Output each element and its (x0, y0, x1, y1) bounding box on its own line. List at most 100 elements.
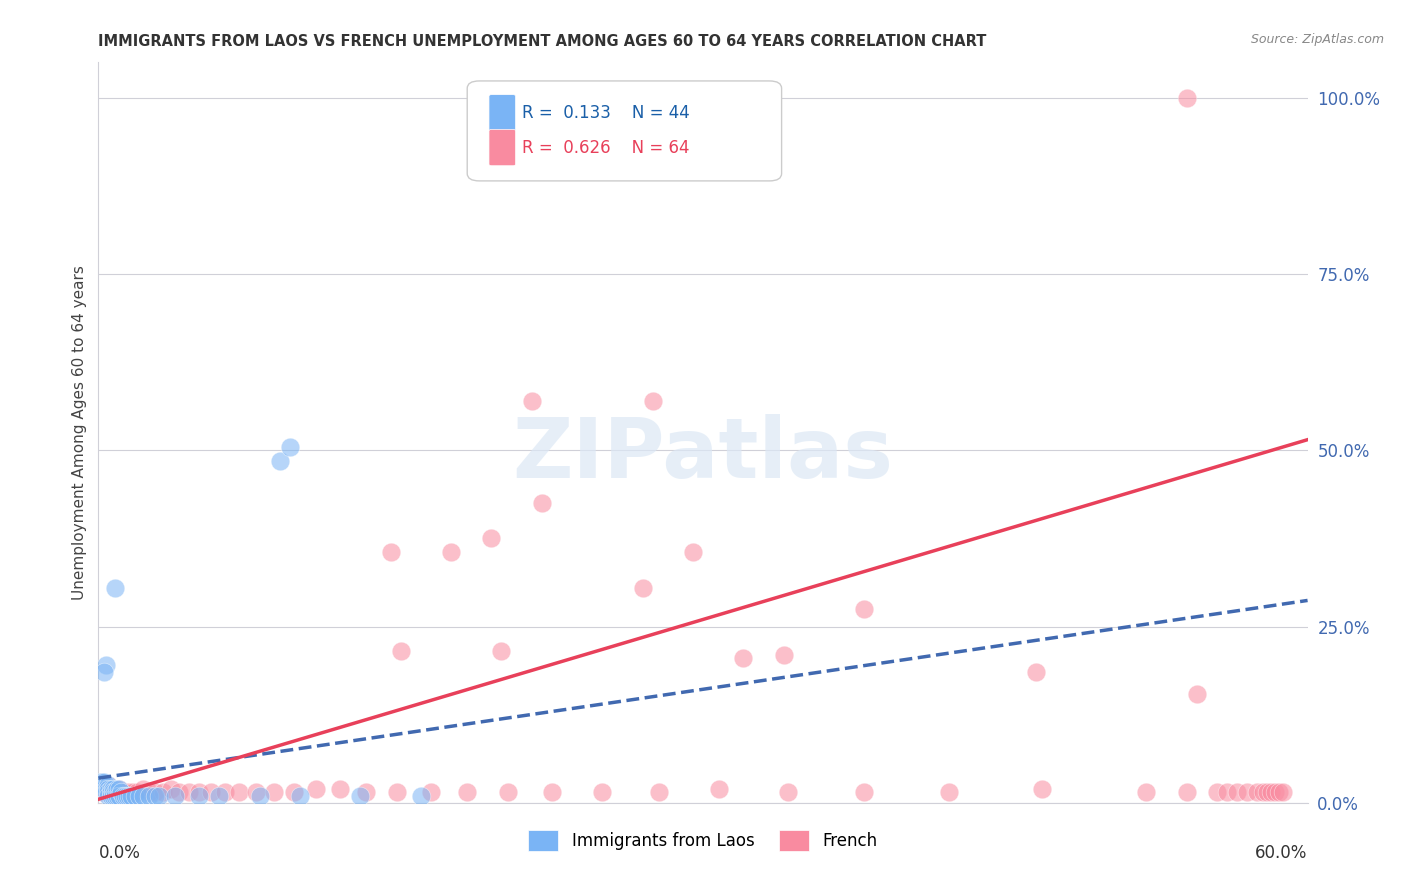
Point (138, 789, 160, 803)
Point (380, 545, 402, 559)
Text: R =  0.626    N = 64: R = 0.626 N = 64 (522, 138, 689, 157)
Point (409, 789, 432, 803)
Point (97, 778, 120, 792)
Point (110, 785, 132, 799)
Point (96, 781, 118, 796)
Point (93, 778, 115, 792)
Point (283, 785, 305, 799)
Point (93, 778, 115, 792)
Point (96, 785, 118, 799)
Point (349, 789, 371, 803)
Point (91, 785, 114, 799)
Point (105, 789, 128, 803)
FancyBboxPatch shape (467, 81, 782, 181)
Point (1175, 785, 1198, 799)
Point (91, 778, 114, 792)
Point (120, 789, 142, 803)
Point (641, 393, 664, 408)
Point (110, 785, 132, 799)
Point (179, 785, 201, 799)
Point (107, 781, 129, 796)
Point (1251, 785, 1274, 799)
Point (1268, 785, 1291, 799)
Point (121, 785, 143, 799)
Point (114, 785, 136, 799)
Point (97, 789, 120, 803)
Point (1135, 785, 1157, 799)
Point (1031, 781, 1053, 796)
Point (96, 658, 118, 673)
Point (356, 785, 378, 799)
Point (96, 781, 118, 796)
Point (682, 545, 704, 559)
Point (100, 785, 122, 799)
Point (96, 778, 118, 792)
Point (97, 785, 120, 799)
Point (496, 785, 519, 799)
Text: 0.0%: 0.0% (98, 845, 141, 863)
Point (228, 785, 250, 799)
Point (288, 789, 311, 803)
Point (772, 648, 794, 662)
Text: ZIPatlas: ZIPatlas (513, 414, 893, 495)
Point (481, 532, 503, 546)
Text: 60.0%: 60.0% (1256, 845, 1308, 863)
Point (1175, 91, 1198, 105)
Point (125, 785, 148, 799)
Point (128, 789, 150, 803)
Point (1206, 785, 1229, 799)
Point (107, 781, 129, 796)
Point (101, 789, 124, 803)
Point (1256, 785, 1278, 799)
Point (118, 785, 141, 799)
Point (1236, 785, 1258, 799)
Point (97, 785, 120, 799)
Point (540, 785, 562, 799)
Point (100, 781, 122, 796)
Point (188, 785, 211, 799)
Point (97, 778, 120, 792)
Point (103, 789, 125, 803)
Point (115, 789, 138, 803)
Point (853, 602, 876, 616)
Point (1272, 785, 1295, 799)
Point (1216, 785, 1239, 799)
Point (138, 785, 160, 799)
Point (491, 644, 513, 658)
Point (269, 454, 291, 468)
Point (853, 785, 876, 799)
Point (143, 789, 166, 803)
Point (96, 785, 118, 799)
Point (93, 785, 115, 799)
Point (1226, 785, 1249, 799)
Point (1264, 785, 1286, 799)
Point (101, 785, 124, 799)
Point (163, 789, 186, 803)
Point (114, 789, 136, 803)
Point (100, 789, 122, 803)
Point (385, 785, 408, 799)
Point (103, 785, 125, 799)
Text: Source: ZipAtlas.com: Source: ZipAtlas.com (1251, 33, 1384, 45)
Point (132, 781, 155, 796)
Point (101, 781, 124, 796)
Point (111, 785, 134, 799)
Point (420, 785, 443, 799)
FancyBboxPatch shape (489, 129, 516, 166)
Point (89, 778, 111, 792)
Point (152, 785, 174, 799)
Text: R =  0.133    N = 44: R = 0.133 N = 44 (522, 103, 689, 122)
Point (200, 785, 222, 799)
Point (93, 781, 115, 796)
Point (631, 581, 654, 595)
Y-axis label: Unemployment Among Ages 60 to 64 years: Unemployment Among Ages 60 to 64 years (72, 265, 87, 600)
Point (263, 785, 285, 799)
Point (776, 785, 799, 799)
Point (101, 785, 124, 799)
Point (100, 781, 122, 796)
Point (103, 581, 125, 595)
Point (188, 789, 211, 803)
Point (105, 785, 128, 799)
Point (938, 785, 960, 799)
Point (89, 774, 111, 789)
